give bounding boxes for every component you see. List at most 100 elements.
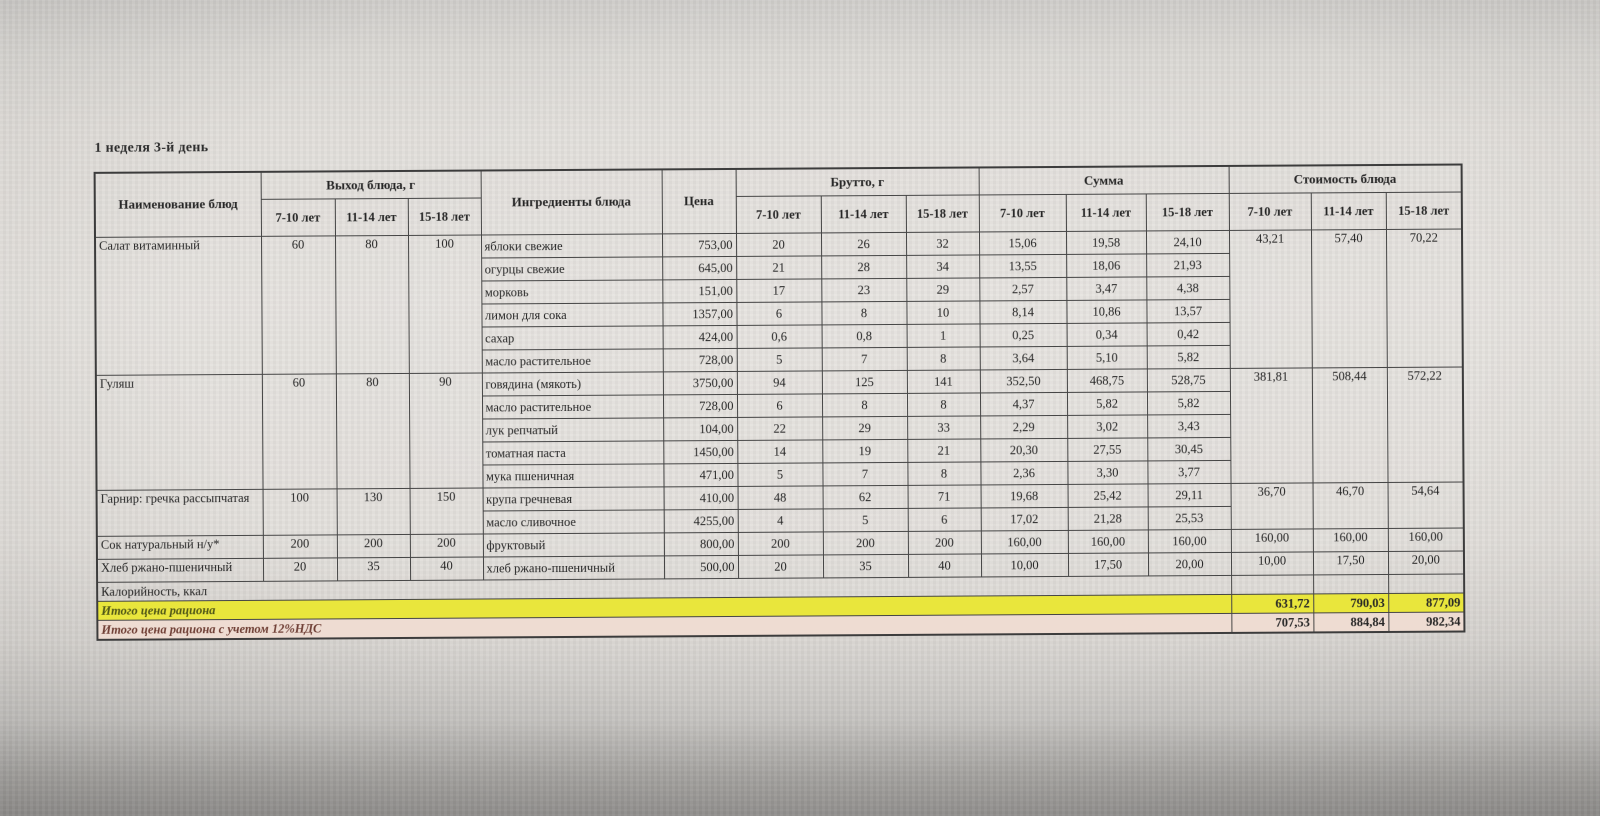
cost-cell-age-1: 160,00 (1230, 528, 1313, 553)
summa-cell-age-1: 2,36 (980, 461, 1068, 485)
brutto-cell-age-1: 17 (736, 278, 822, 303)
summa-cell-age-2: 468,75 (1066, 368, 1147, 393)
summa-cell-age-3: 4,38 (1146, 276, 1230, 300)
brutto-cell-age-2: 8 (821, 393, 908, 417)
header-output-group: Выход блюда, г (260, 170, 481, 200)
dish-name-cell: Хлеб ржано-пшеничный (96, 558, 264, 583)
cost-cell-age-2: 508,44 (1311, 367, 1388, 483)
summa-cell-age-1: 10,00 (980, 553, 1069, 577)
menu-table-header: Наименование блюд Выход блюда, г Ингреди… (94, 164, 1463, 238)
dish-name-cell: Сок натуральный н/у* (96, 535, 263, 560)
summa-cell-age-2: 3,30 (1067, 460, 1148, 485)
price-cell: 645,00 (662, 256, 737, 280)
summa-cell-age-1: 2,57 (979, 277, 1067, 301)
header-brutto-age-3: 15-18 лет (905, 194, 980, 233)
price-cell: 500,00 (663, 555, 739, 579)
brutto-cell-age-2: 35 (822, 554, 909, 578)
brutto-cell-age-3: 32 (906, 231, 980, 256)
brutto-cell-age-1: 94 (736, 370, 822, 395)
total-value-cell-age-2 (1313, 574, 1389, 594)
dish-name-cell: Салат витаминный (95, 236, 262, 376)
header-price: Цена (661, 168, 737, 234)
brutto-cell-age-2: 26 (821, 232, 907, 256)
price-cell: 4255,00 (663, 509, 738, 533)
header-summa-age-2: 11-14 лет (1065, 193, 1147, 232)
brutto-cell-age-2: 7 (822, 462, 908, 486)
brutto-cell-age-3: 6 (907, 507, 981, 532)
brutto-cell-age-1: 0,6 (736, 324, 822, 349)
brutto-cell-age-2: 125 (821, 370, 907, 394)
summa-cell-age-2: 21,28 (1067, 506, 1148, 531)
output-cell-age-1: 20 (262, 557, 338, 582)
cost-cell-age-1: 10,00 (1230, 551, 1314, 576)
total-value-cell-age-1: 707,53 (1231, 612, 1314, 633)
ingredient-name-cell: говядина (мякоть) (481, 371, 663, 396)
output-cell-age-1: 200 (262, 534, 337, 559)
brutto-cell-age-3: 71 (907, 484, 981, 509)
brutto-cell-age-1: 6 (736, 301, 822, 326)
total-value-cell-age-3: 982,34 (1388, 612, 1465, 632)
cost-cell-age-1: 43,21 (1229, 229, 1312, 369)
summa-cell-age-1: 13,55 (979, 254, 1067, 278)
summa-cell-age-1: 2,29 (980, 415, 1068, 439)
output-cell-age-3: 40 (409, 556, 484, 581)
menu-table: Наименование блюд Выход блюда, г Ингреди… (93, 163, 1466, 641)
price-cell: 3750,00 (662, 371, 737, 395)
summa-cell-age-3: 29,11 (1147, 483, 1231, 507)
ingredient-name-cell: морковь (481, 279, 663, 305)
brutto-cell-age-1: 22 (737, 416, 823, 441)
price-cell: 424,00 (662, 325, 737, 349)
summa-cell-age-2: 25,42 (1067, 483, 1148, 508)
brutto-cell-age-3: 40 (907, 553, 982, 578)
summa-cell-age-3: 21,93 (1146, 253, 1230, 277)
cost-cell-age-3: 20,00 (1387, 551, 1465, 575)
ingredient-name-cell: крупа гречневая (482, 486, 664, 511)
cost-cell-age-3: 70,22 (1386, 229, 1463, 368)
summa-cell-age-1: 0,25 (979, 323, 1067, 347)
output-cell-age-2: 35 (336, 557, 411, 581)
summa-cell-age-1: 17,02 (980, 507, 1068, 531)
cost-cell-age-2: 17,50 (1312, 551, 1389, 575)
header-brutto-age-2: 11-14 лет (820, 195, 907, 233)
brutto-cell-age-1: 200 (737, 531, 823, 556)
price-cell: 1450,00 (663, 440, 738, 464)
ingredient-name-cell: томатная паста (482, 440, 664, 465)
brutto-cell-age-3: 1 (906, 323, 980, 348)
ingredient-name-cell: фруктовый (482, 532, 664, 557)
brutto-cell-age-2: 8 (821, 301, 907, 325)
brutto-cell-age-2: 62 (822, 485, 908, 509)
output-cell-age-1: 60 (260, 235, 336, 375)
brutto-cell-age-3: 29 (906, 277, 980, 302)
brutto-cell-age-2: 29 (822, 416, 908, 440)
brutto-cell-age-2: 200 (822, 531, 908, 555)
cost-cell-age-1: 36,70 (1230, 482, 1313, 530)
summa-cell-age-2: 19,58 (1066, 230, 1147, 255)
summa-cell-age-2: 10,86 (1066, 299, 1147, 324)
ingredient-name-cell: лук репчатый (482, 417, 664, 442)
summa-cell-age-1: 4,37 (979, 392, 1068, 416)
summa-cell-age-3: 24,10 (1146, 230, 1230, 254)
header-output-age-1: 7-10 лет (260, 198, 335, 237)
header-summa-group: Сумма (978, 165, 1229, 195)
ingredient-name-cell: масло сливочное (482, 509, 664, 534)
output-cell-age-2: 80 (334, 235, 409, 374)
header-brutto-group: Брутто, г (735, 167, 979, 197)
header-output-age-2: 11-14 лет (334, 198, 408, 236)
brutto-cell-age-3: 8 (907, 461, 981, 486)
price-cell: 471,00 (663, 463, 738, 487)
brutto-cell-age-2: 5 (822, 508, 908, 532)
total-value-cell-age-1: 631,72 (1231, 593, 1314, 614)
dish-name-cell: Гарнир: гречка рассыпчатая (96, 489, 263, 537)
total-value-cell-age-3: 877,09 (1388, 593, 1465, 613)
price-cell: 410,00 (663, 486, 738, 510)
brutto-cell-age-3: 34 (906, 254, 980, 279)
summa-cell-age-1: 3,64 (979, 346, 1067, 370)
ingredient-name-cell: масло растительное (481, 348, 663, 373)
brutto-cell-age-1: 48 (737, 485, 823, 510)
cost-cell-age-2: 160,00 (1312, 528, 1388, 552)
brutto-cell-age-1: 20 (737, 554, 824, 579)
output-cell-age-1: 100 (262, 488, 337, 536)
ingredient-name-cell: масло растительное (481, 394, 664, 419)
brutto-cell-age-1: 21 (736, 255, 822, 280)
